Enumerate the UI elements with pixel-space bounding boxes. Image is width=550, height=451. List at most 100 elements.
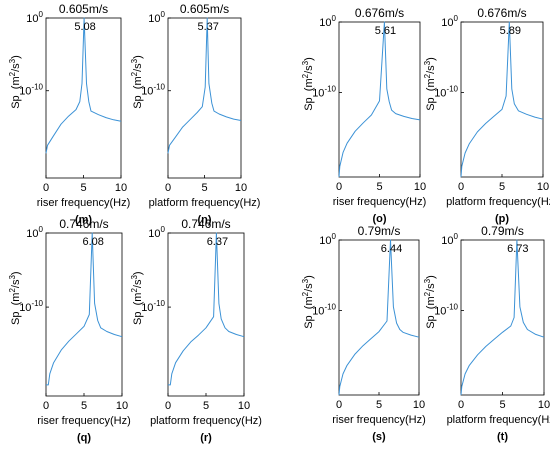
spectrum-line — [167, 17, 242, 154]
y-tick-label-base: 10 — [441, 235, 453, 247]
y-tick-label-exponent: 0 — [454, 232, 459, 241]
x-tick-label: 5 — [499, 181, 505, 193]
panel-caption: (p) — [495, 213, 509, 225]
y-axis-label-unit: /s — [425, 283, 437, 292]
y-axis-label-name: Sp — [132, 312, 144, 325]
y-axis-label-name: Sp — [425, 315, 437, 328]
x-axis-label: platform frequency(Hz) — [446, 196, 550, 208]
y-tick-label-base: 10 — [19, 302, 31, 314]
y-tick-label: 100 — [26, 10, 43, 25]
y-axis-label-unit: (m — [10, 293, 22, 312]
y-axis-label-unit-exponent: 2 — [423, 73, 432, 78]
y-tick-label-exponent: -10 — [446, 84, 458, 93]
y-axis-label-unit-exponent: 2 — [8, 288, 17, 293]
y-axis-label-unit: (m — [425, 296, 437, 315]
x-tick-label: 0 — [165, 182, 171, 194]
y-tick-label-exponent: -10 — [31, 299, 43, 308]
x-axis-label: riser frequency(Hz) — [333, 196, 427, 208]
y-axis-label-unit: /s — [10, 279, 22, 288]
y-tick-label: 10-10 — [312, 302, 336, 317]
x-tick-label: 10 — [238, 400, 250, 412]
x-tick-label: 5 — [80, 182, 86, 194]
y-axis-label-unit-exponent: 2 — [301, 291, 310, 296]
y-tick-label: 100 — [319, 14, 336, 29]
panel-title: 0.605m/s — [59, 2, 108, 16]
x-tick-label: 0 — [43, 182, 49, 194]
x-tick-label: 5 — [376, 181, 382, 193]
panel-title: 0.676m/s — [355, 6, 404, 20]
y-tick-label: 10-10 — [141, 83, 165, 98]
y-tick-label-base: 10 — [19, 86, 31, 98]
spectrum-line — [168, 232, 245, 386]
plot-frame — [167, 17, 242, 179]
panel-title: 0.746m/s — [181, 217, 230, 231]
y-axis-label-unit-exponent: 2 — [301, 73, 310, 78]
y-tick-label-exponent: -10 — [153, 83, 165, 92]
y-tick-label: 100 — [441, 232, 458, 247]
y-tick-label-exponent: 0 — [332, 232, 337, 241]
y-axis-label-unit: (m — [303, 296, 315, 315]
panel-caption: (o) — [372, 213, 386, 225]
y-tick-label: 10-10 — [19, 83, 43, 98]
spectrum-line — [45, 17, 122, 154]
x-tick-label: 0 — [458, 399, 464, 411]
x-axis-label: riser frequency(Hz) — [332, 414, 426, 426]
y-tick-label: 100 — [148, 10, 165, 25]
y-tick-label-base: 10 — [141, 86, 153, 98]
y-axis-label-unit-exponent: 2 — [8, 71, 17, 76]
x-tick-label: 0 — [43, 400, 49, 412]
peak-frequency-label: 5.37 — [197, 21, 218, 33]
peak-frequency-label: 6.44 — [381, 243, 402, 255]
y-axis-label-unit-exponent: 3 — [8, 58, 17, 63]
x-tick-label: 5 — [203, 400, 209, 412]
y-tick-label: 100 — [441, 14, 458, 29]
x-tick-label: 5 — [376, 399, 382, 411]
panel-title: 0.676m/s — [477, 6, 526, 20]
x-axis-label: platform frequency(Hz) — [149, 197, 261, 209]
y-axis-label-unit: /s — [132, 279, 144, 288]
plot-frame — [460, 21, 544, 178]
y-axis-label-unit: /s — [425, 65, 437, 74]
x-tick-label: 10 — [414, 181, 426, 193]
x-tick-label: 5 — [499, 399, 505, 411]
y-axis-label-unit-exponent: 3 — [423, 278, 432, 283]
y-axis-label-unit: (m — [132, 293, 144, 312]
y-tick-label: 10-10 — [141, 299, 165, 314]
peak-frequency-label: 6.08 — [82, 236, 103, 248]
y-tick-label-exponent: -10 — [324, 84, 336, 93]
y-tick-label-exponent: 0 — [454, 14, 459, 23]
y-tick-label-exponent: -10 — [153, 299, 165, 308]
spectrum-line — [338, 239, 420, 396]
x-axis-label: riser frequency(Hz) — [37, 415, 131, 427]
panel-caption: (m) — [75, 214, 92, 226]
y-axis-label-unit: /s — [10, 63, 22, 72]
y-axis-label-unit-exponent: 3 — [8, 275, 17, 280]
y-tick-label-base: 10 — [148, 13, 160, 25]
y-axis-label: Sp (m2/s3) — [301, 275, 315, 329]
panel-caption: (s) — [372, 431, 386, 443]
y-axis-label: Sp (m2/s3) — [301, 57, 315, 111]
y-tick-label-exponent: 0 — [332, 14, 337, 23]
y-axis-label-unit: (m — [425, 78, 437, 97]
y-tick-label-exponent: -10 — [31, 83, 43, 92]
y-tick-label-exponent: 0 — [39, 225, 44, 234]
x-tick-label: 5 — [81, 400, 87, 412]
spectrum-line — [338, 21, 421, 178]
x-tick-label: 0 — [165, 400, 171, 412]
y-tick-label-base: 10 — [312, 305, 324, 317]
y-tick-label-base: 10 — [319, 235, 331, 247]
peak-frequency-label: 5.08 — [74, 21, 95, 33]
y-axis-label-unit: (m — [303, 78, 315, 97]
y-tick-label: 100 — [319, 232, 336, 247]
peak-frequency-label: 6.73 — [507, 243, 528, 255]
y-axis-label-name: Sp — [10, 312, 22, 325]
panel-title: 0.746m/s — [59, 217, 108, 231]
y-axis-label: Sp (m2/s3) — [8, 55, 22, 109]
